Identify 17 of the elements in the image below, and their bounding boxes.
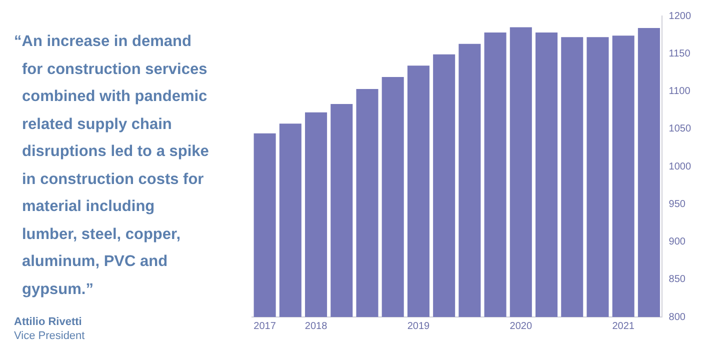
x-tick-label: 2018 bbox=[304, 320, 328, 332]
y-tick-label: 850 bbox=[668, 274, 686, 286]
y-tick-label: 1150 bbox=[668, 48, 691, 60]
y-tick-label: 1200 bbox=[668, 10, 692, 22]
x-tick-label: 2017 bbox=[254, 320, 276, 332]
y-tick-label: 1050 bbox=[668, 124, 692, 135]
text: Vice President bbox=[14, 329, 86, 343]
text: Attilio Rivetti bbox=[14, 315, 83, 329]
y-tick-label: 900 bbox=[668, 236, 686, 248]
x-tick-label: 2021 bbox=[612, 320, 635, 332]
y-tick-label: 950 bbox=[668, 198, 686, 210]
chart-title: “An increase in demand for construction services combined with pandemic related supply chain disruptions led to a spike in construction costs for material including lumber, steel, copper, aluminum, PVC and gypsum.” bbox=[14, 33, 209, 298]
x-tick-label: 2019 bbox=[407, 320, 430, 332]
y-tick-label: 1100 bbox=[668, 86, 691, 97]
x-tick-label: 2020 bbox=[510, 320, 532, 332]
y-tick-label: 800 bbox=[668, 312, 686, 323]
y-tick-label: 1000 bbox=[668, 161, 692, 172]
